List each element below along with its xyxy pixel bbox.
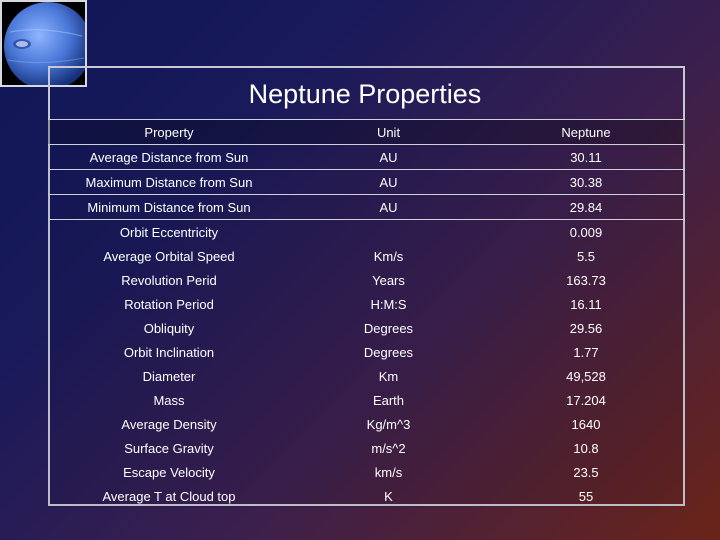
value-cell: 1.77 xyxy=(573,344,599,360)
header-property: Property xyxy=(48,119,290,145)
unit-cell: km/s xyxy=(374,464,403,480)
property-cell: Rotation Period xyxy=(124,296,214,312)
value-cell: 55 xyxy=(578,488,594,504)
neptune-planet-image xyxy=(0,0,87,87)
value-cell: 163.73 xyxy=(566,272,606,288)
table-row: Orbit Inclination Degrees 1.77 xyxy=(48,340,685,364)
unit-cell: H:M:S xyxy=(370,296,407,312)
property-cell: Average T at Cloud top xyxy=(102,488,236,504)
value-cell: 16.11 xyxy=(570,296,602,312)
unit-cell: Km xyxy=(378,368,399,384)
value-cell: 10.8 xyxy=(573,440,599,456)
table-row: Escape Velocity km/s 23.5 xyxy=(48,460,685,484)
property-cell: Average Distance from Sun xyxy=(48,144,290,170)
table-row: Diameter Km 49,528 xyxy=(48,364,685,388)
header-neptune: Neptune xyxy=(487,119,685,145)
table-row: Minimum Distance from Sun AU 29.84 xyxy=(48,194,685,220)
value-cell: 30.38 xyxy=(487,169,685,195)
unit-cell: AU xyxy=(290,144,487,170)
unit-cell: Degrees xyxy=(363,320,414,336)
property-cell: Minimum Distance from Sun xyxy=(48,194,290,220)
table-row: Average Orbital Speed Km/s 5.5 xyxy=(48,244,685,268)
unit-cell: AU xyxy=(290,194,487,220)
property-cell: Average Density xyxy=(121,416,217,432)
unit-cell: K xyxy=(384,488,393,504)
unit-cell: Kg/m^3 xyxy=(366,416,411,432)
property-cell: Obliquity xyxy=(143,320,195,336)
table-row: Average T at Cloud top K 55 xyxy=(48,484,685,508)
table-body: Average Distance from Sun AU 30.11 Maximum … xyxy=(48,144,685,508)
unit-cell: AU xyxy=(290,169,487,195)
property-cell: Escape Velocity xyxy=(123,464,215,480)
property-cell: Maximum Distance from Sun xyxy=(48,169,290,195)
content-panel xyxy=(48,66,685,506)
unit-cell: Years xyxy=(372,272,405,288)
table-row: Maximum Distance from Sun AU 30.38 xyxy=(48,169,685,195)
value-cell: 49,528 xyxy=(566,368,606,384)
table-row: Mass Earth 17.204 xyxy=(48,388,685,412)
property-cell: Orbit Inclination xyxy=(123,344,215,360)
table-row: Average Distance from Sun AU 30.11 xyxy=(48,144,685,170)
property-cell: Surface Gravity xyxy=(124,440,214,456)
value-cell: 5.5 xyxy=(576,248,596,264)
property-cell: Diameter xyxy=(142,368,196,384)
value-cell: 29.84 xyxy=(487,194,685,220)
value-cell: 23.5 xyxy=(573,464,599,480)
table-row: Obliquity Degrees 29.56 xyxy=(48,316,685,340)
value-cell: 29.56 xyxy=(569,320,603,336)
table-row: Revolution Perid Years 163.73 xyxy=(48,268,685,292)
property-cell: Mass xyxy=(153,392,185,408)
property-cell: Revolution Perid xyxy=(121,272,217,288)
page-title: Neptune Properties xyxy=(248,79,482,109)
properties-table: Property Unit Neptune Average Distance f… xyxy=(48,119,685,508)
value-cell: 30.11 xyxy=(487,144,685,170)
unit-cell: Earth xyxy=(372,392,405,408)
neptune-icon xyxy=(2,2,85,85)
table-row: Average Density Kg/m^3 1640 xyxy=(48,412,685,436)
table-row: Rotation Period H:M:S 16.11 xyxy=(48,292,685,316)
unit-cell: Km/s xyxy=(373,248,404,264)
value-cell: 1640 xyxy=(571,416,601,432)
value-cell: 0.009 xyxy=(569,224,603,240)
table-row: Orbit Eccentricity 0.009 xyxy=(48,219,685,245)
unit-cell: m/s^2 xyxy=(371,440,406,456)
table-header-row: Property Unit Neptune xyxy=(48,119,685,145)
unit-cell xyxy=(290,220,487,245)
header-unit: Unit xyxy=(290,119,487,145)
unit-cell: Degrees xyxy=(363,344,414,360)
value-cell: 17.204 xyxy=(566,392,606,408)
table-row: Surface Gravity m/s^2 10.8 xyxy=(48,436,685,460)
property-cell: Average Orbital Speed xyxy=(103,248,235,264)
property-cell: Orbit Eccentricity xyxy=(119,224,219,240)
